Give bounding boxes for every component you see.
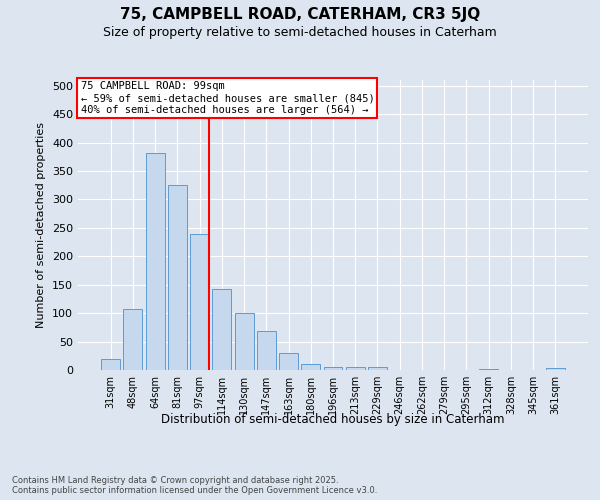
Text: 75, CAMPBELL ROAD, CATERHAM, CR3 5JQ: 75, CAMPBELL ROAD, CATERHAM, CR3 5JQ	[120, 8, 480, 22]
Bar	[168, 185, 187, 370]
Bar	[124, 309, 142, 370]
Bar	[346, 366, 365, 370]
Text: Distribution of semi-detached houses by size in Caterham: Distribution of semi-detached houses by …	[161, 412, 505, 426]
Bar	[212, 290, 231, 370]
Bar	[301, 364, 320, 370]
Bar	[479, 369, 498, 370]
Bar	[279, 353, 298, 370]
Bar	[101, 358, 120, 370]
Bar	[368, 366, 387, 370]
Text: Size of property relative to semi-detached houses in Caterham: Size of property relative to semi-detach…	[103, 26, 497, 39]
Y-axis label: Number of semi-detached properties: Number of semi-detached properties	[37, 122, 46, 328]
Bar	[190, 234, 209, 370]
Bar	[235, 312, 254, 370]
Text: 75 CAMPBELL ROAD: 99sqm
← 59% of semi-detached houses are smaller (845)
40% of s: 75 CAMPBELL ROAD: 99sqm ← 59% of semi-de…	[80, 82, 374, 114]
Text: Contains HM Land Registry data © Crown copyright and database right 2025.
Contai: Contains HM Land Registry data © Crown c…	[12, 476, 377, 495]
Bar	[257, 332, 276, 370]
Bar	[546, 368, 565, 370]
Bar	[323, 367, 343, 370]
Bar	[146, 153, 164, 370]
